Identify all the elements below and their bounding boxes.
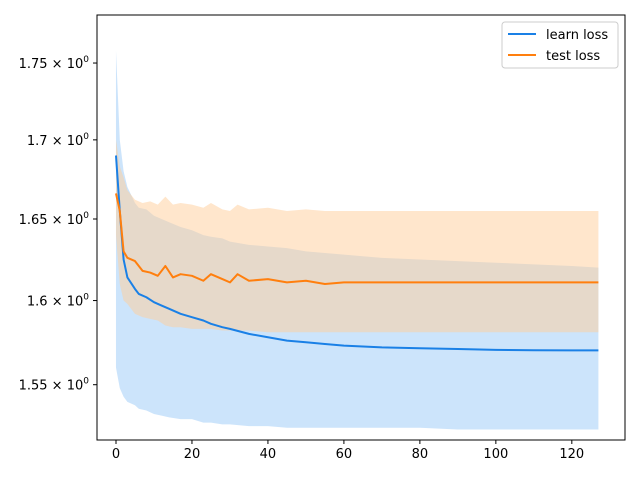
test-loss-band xyxy=(115,139,599,333)
y-tick-label: 1.7 × 100 xyxy=(27,132,89,149)
x-tick-label: 80 xyxy=(412,447,429,462)
test-loss-legend-label: test loss xyxy=(546,49,600,64)
x-tick-label: 60 xyxy=(336,447,353,462)
y-axis: 1.55 × 100 1.6 × 100 1.65 × 100 1.7 × 100 1.… xyxy=(19,55,97,394)
x-tick-label: 40 xyxy=(260,447,277,462)
y-tick-label: 1.65 × 100 xyxy=(19,211,90,228)
test-loss-line xyxy=(115,193,599,286)
x-tick-label: 20 xyxy=(184,447,201,462)
x-axis: 0 20 40 60 80 100 120 xyxy=(112,440,584,462)
x-tick-label: 0 xyxy=(112,447,120,462)
plot-frame xyxy=(96,14,626,441)
learn-loss-line xyxy=(114,155,599,352)
x-tick-label: 120 xyxy=(559,447,584,462)
confidence-bands xyxy=(115,50,599,430)
y-tick-label: 1.75 × 100 xyxy=(19,55,90,72)
y-tick-label: 1.55 × 100 xyxy=(19,377,90,394)
y-tick-label: 1.6 × 100 xyxy=(27,293,89,310)
learn-loss-legend-label: learn loss xyxy=(546,28,608,43)
legend: learn loss test loss xyxy=(501,21,619,69)
x-tick-label: 100 xyxy=(483,447,508,462)
learn-loss-band xyxy=(115,50,599,430)
series-lines xyxy=(114,155,599,352)
